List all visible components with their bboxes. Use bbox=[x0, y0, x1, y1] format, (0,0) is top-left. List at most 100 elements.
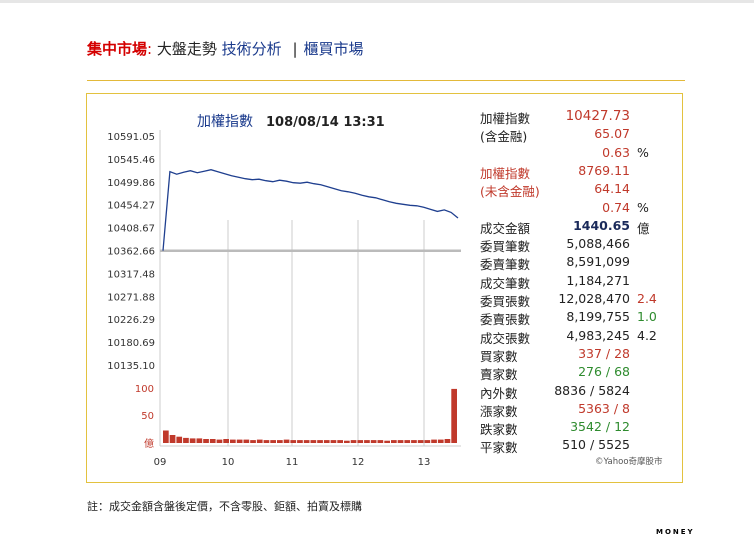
stat-value: 64.14 bbox=[594, 181, 630, 197]
volume-bar bbox=[344, 440, 350, 443]
stat-value: 10427.73 bbox=[565, 108, 630, 124]
stat-label: 成交筆數 bbox=[480, 275, 531, 291]
volume-bar bbox=[216, 439, 223, 443]
x-tick-label: 12 bbox=[352, 457, 365, 468]
stat-label: 委賣筆數 bbox=[480, 257, 531, 273]
stat-row: 委賣張數 8,199,755 1.0 bbox=[480, 309, 680, 327]
stat-value: 12,028,470 bbox=[558, 291, 630, 306]
x-axis-labels: 09 10 11 12 13 bbox=[154, 457, 431, 468]
chart-source-label: ©Yahoo奇摩股市 bbox=[595, 457, 663, 467]
stat-label: 賣家數 bbox=[480, 367, 518, 383]
stat-value: 8,591,099 bbox=[566, 254, 630, 270]
y-tick-label: 10362.66 bbox=[107, 247, 155, 258]
volume-bar bbox=[330, 440, 337, 443]
nav-link-otc-market[interactable]: 櫃買市場 bbox=[303, 40, 364, 58]
stat-value: 8769.11 bbox=[578, 162, 630, 178]
volume-tick-label: 100 bbox=[135, 384, 154, 395]
volume-bar bbox=[317, 440, 323, 443]
market-panel: 加權指數 108/08/14 13:31 10591.05 10545.46 104… bbox=[86, 93, 683, 483]
stat-label: 買家數 bbox=[480, 348, 518, 364]
stat-row: 平家數 510 / 5525 bbox=[480, 437, 680, 455]
y-tick-label: 10226.29 bbox=[107, 315, 155, 326]
money-logo: MONEY bbox=[656, 528, 695, 536]
stat-label: 成交張數 bbox=[480, 330, 531, 346]
stat-row: 委賣筆數 8,591,099 bbox=[480, 254, 680, 272]
chart-title-prefix: 加權指數 bbox=[197, 114, 253, 130]
x-tick-label: 13 bbox=[418, 457, 431, 468]
stat-value: 8836 / 5824 bbox=[554, 382, 630, 398]
nav-link-technical-analysis[interactable]: 技術分析 bbox=[221, 40, 282, 58]
volume-bar bbox=[323, 440, 330, 443]
volume-bar bbox=[290, 440, 297, 443]
stat-suffix: 2.4 bbox=[637, 291, 657, 306]
top-border bbox=[0, 0, 754, 3]
volume-bar bbox=[364, 440, 370, 443]
volume-bar bbox=[404, 440, 411, 443]
stat-row: 漲家數 5363 / 8 bbox=[480, 401, 680, 419]
stat-suffix: % bbox=[637, 144, 649, 160]
stat-label: 委買張數 bbox=[480, 294, 531, 309]
stat-suffix: 1.0 bbox=[637, 309, 657, 325]
volume-bar bbox=[303, 440, 310, 443]
stat-value: 65.07 bbox=[594, 126, 630, 142]
volume-bar bbox=[169, 435, 176, 443]
volume-bar bbox=[189, 438, 196, 443]
volume-bar bbox=[263, 440, 270, 443]
stat-value: 1440.65 bbox=[573, 217, 630, 233]
volume-bar bbox=[337, 440, 343, 443]
stat-value: 337 / 28 bbox=[578, 345, 630, 361]
index-line bbox=[162, 169, 459, 251]
nav-separator: | bbox=[292, 40, 298, 58]
volume-bar bbox=[203, 439, 209, 443]
x-tick-label: 09 bbox=[154, 457, 167, 468]
x-tick-label: 10 bbox=[222, 457, 235, 468]
volume-bar bbox=[437, 439, 444, 443]
volume-bar bbox=[243, 439, 250, 443]
stat-value: 0.74 bbox=[602, 199, 630, 215]
y-tick-label: 10408.67 bbox=[107, 224, 155, 235]
stat-value: 0.63 bbox=[602, 144, 630, 160]
volume-bar bbox=[183, 437, 189, 443]
stat-row: 委買張數 12,028,470 2.4 bbox=[480, 291, 680, 309]
volume-bar bbox=[370, 440, 377, 443]
stat-value: 276 / 68 bbox=[578, 364, 630, 380]
volume-axis-labels: 100 50 億 bbox=[135, 384, 154, 450]
stat-label: 加權指數 bbox=[480, 165, 531, 181]
stat-label: (含金融) bbox=[480, 129, 528, 145]
stat-suffix: 億 bbox=[637, 220, 650, 236]
stat-row: 加權指數 8769.11 bbox=[480, 163, 680, 181]
volume-bar bbox=[223, 439, 229, 443]
volume-bar bbox=[297, 440, 303, 443]
y-tick-label: 10317.48 bbox=[107, 269, 155, 280]
volume-bar bbox=[163, 430, 169, 443]
volume-tick-label: 50 bbox=[141, 411, 154, 422]
volume-bar bbox=[444, 439, 451, 443]
stat-value: 1,184,271 bbox=[566, 272, 630, 288]
volume-bar bbox=[250, 440, 256, 443]
volume-bar bbox=[391, 440, 397, 443]
stat-row: 委買筆數 5,088,466 bbox=[480, 236, 680, 254]
footnote: 註：成交金額含盤後定價，不含零股、鉅額、拍賣及標購 bbox=[87, 500, 362, 513]
stat-row: 內外數 8836 / 5824 bbox=[480, 383, 680, 401]
volume-bar bbox=[384, 440, 390, 443]
stat-row: 成交筆數 1,184,271 bbox=[480, 273, 680, 291]
stat-value: 4,983,245 bbox=[566, 327, 630, 343]
x-tick-label: 11 bbox=[286, 457, 299, 468]
stat-label: 漲家數 bbox=[480, 403, 518, 419]
volume-bar bbox=[230, 439, 236, 443]
volume-bar bbox=[270, 440, 276, 443]
stat-row: 加權指數 10427.73 bbox=[480, 108, 680, 126]
y-tick-label: 10180.69 bbox=[107, 338, 155, 349]
stat-suffix: 4.2 bbox=[637, 327, 657, 343]
stat-row: 成交金額 1440.65 億 bbox=[480, 218, 680, 236]
stat-value: 5,088,466 bbox=[566, 236, 630, 252]
y-tick-label: 10271.88 bbox=[107, 292, 155, 303]
stat-value: 8,199,755 bbox=[566, 309, 630, 325]
stat-row: (未含金融) 64.14 bbox=[480, 181, 680, 199]
volume-bar bbox=[417, 440, 424, 443]
volume-bar bbox=[350, 440, 357, 443]
volume-bar bbox=[236, 439, 243, 443]
y-axis-labels: 10591.05 10545.46 10499.86 10454.27 10408.67… bbox=[107, 132, 155, 372]
stat-label: (未含金融) bbox=[480, 184, 540, 200]
market-nav: 集中市場: 大盤走勢 技術分析 | 櫃買市場 bbox=[87, 38, 364, 59]
